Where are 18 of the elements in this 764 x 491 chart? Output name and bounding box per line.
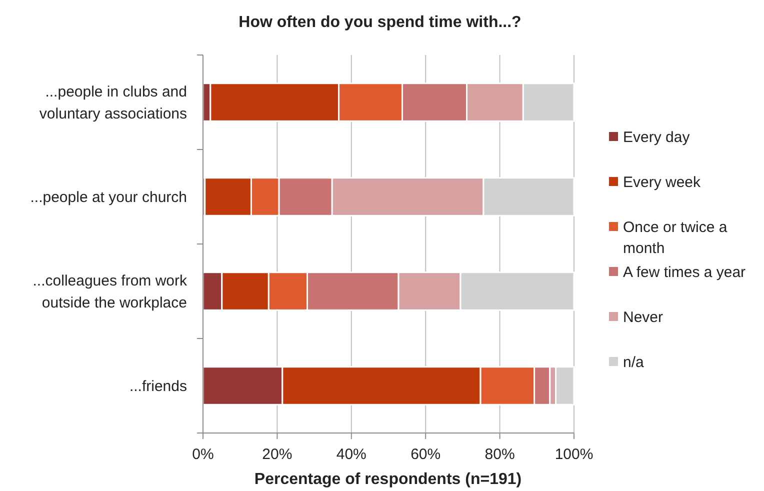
x-tick-label: 20%	[262, 446, 292, 463]
legend-label: n/a	[623, 354, 645, 371]
legend-label: A few times a year	[623, 264, 746, 281]
x-axis-title: Percentage of respondents (n=191)	[254, 471, 522, 488]
legend-label: Every day	[623, 129, 690, 146]
x-tick-label: 60%	[410, 446, 441, 463]
x-tick-label: 40%	[336, 446, 366, 463]
y-tick-label: ...colleagues from work outside the workplace	[32, 272, 188, 312]
x-tick-label: 0%	[192, 446, 214, 463]
legend-label: Every week	[623, 174, 702, 191]
legend-label: Never	[623, 309, 664, 326]
y-tick-label: ...people in clubs and voluntary associations	[39, 83, 187, 122]
chart-title: How often do you spend time with...?	[238, 14, 522, 31]
y-tick-label: ...people at your church	[30, 188, 187, 206]
legend-label: Once or twice a month	[623, 219, 728, 257]
x-tick-label: 80%	[484, 446, 515, 463]
x-tick-label: 100%	[554, 446, 594, 463]
y-tick-label: ...friends	[129, 378, 187, 395]
